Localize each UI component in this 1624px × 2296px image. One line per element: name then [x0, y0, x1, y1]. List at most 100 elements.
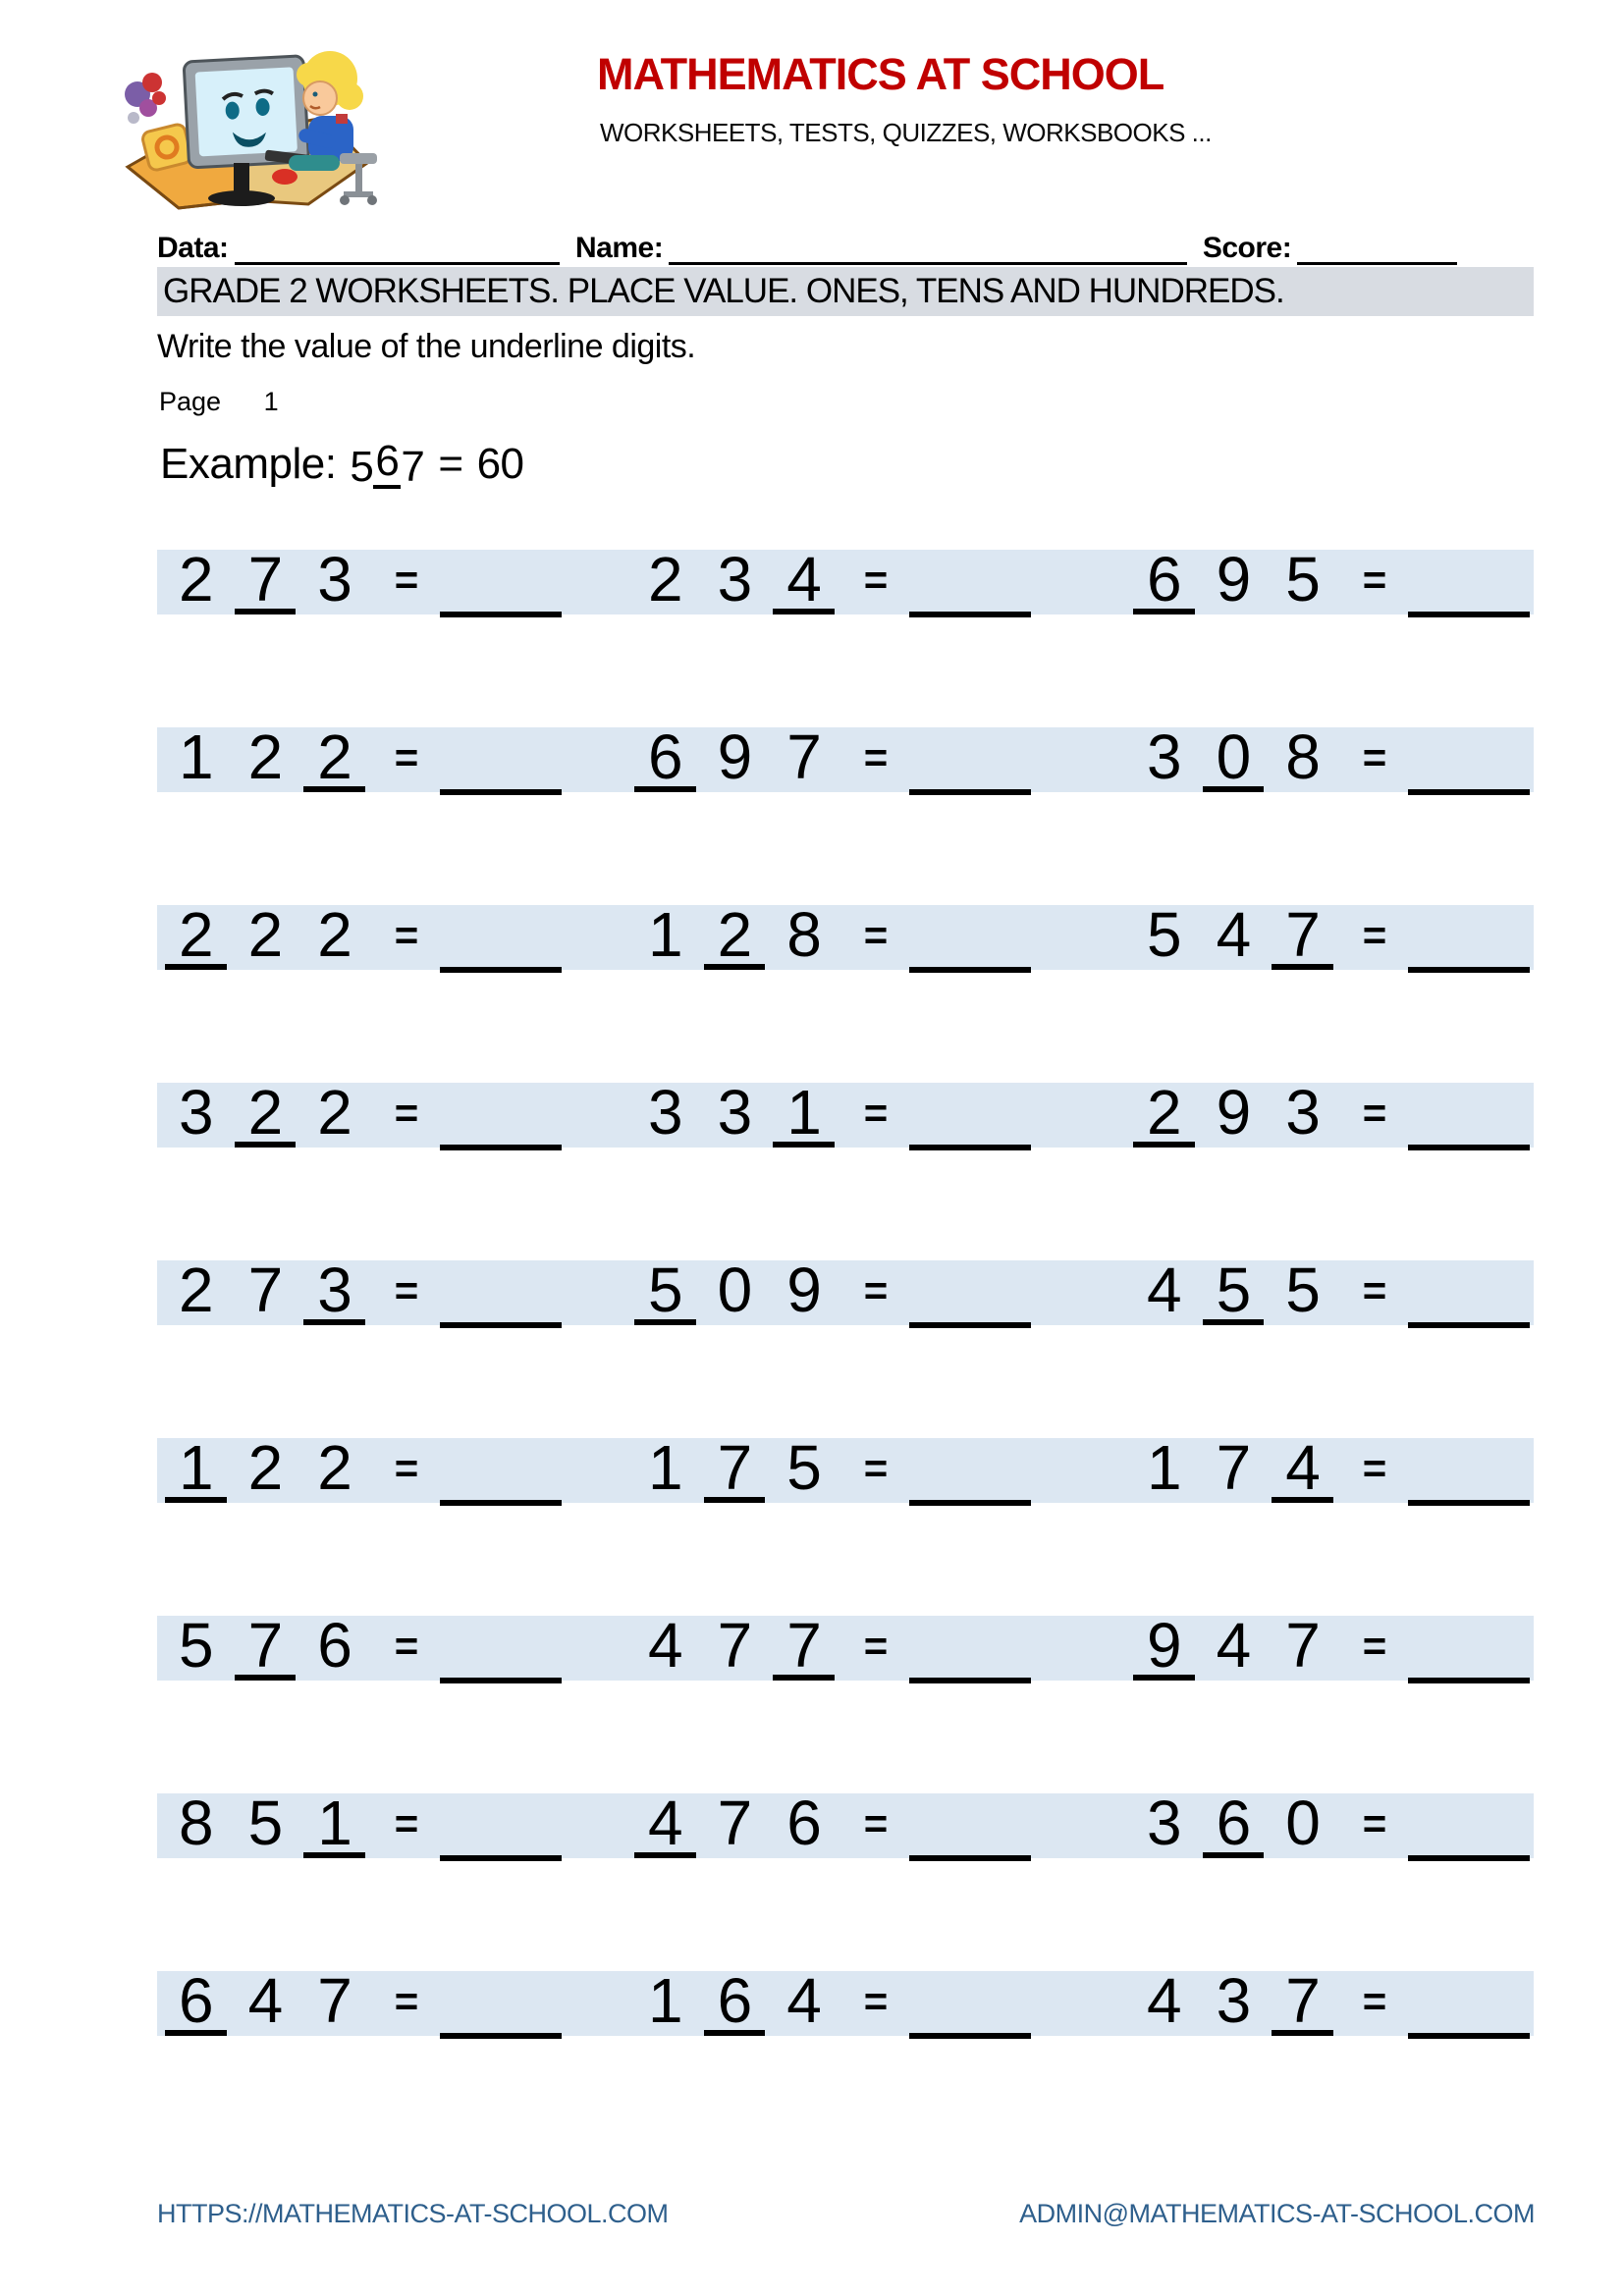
underlined-digit: 2: [165, 903, 227, 970]
underlined-digit: 5: [634, 1258, 696, 1325]
digit: 3: [179, 1077, 214, 1148]
answer-blank[interactable]: [440, 789, 563, 795]
example-digit: 5: [350, 443, 374, 491]
answer-blank[interactable]: [440, 1855, 563, 1861]
answer-blank[interactable]: [440, 2033, 563, 2039]
underlined-digit: 7: [1272, 903, 1333, 970]
answer-blank[interactable]: [1408, 1322, 1531, 1328]
problem: 4 7 7 =: [648, 1614, 1147, 1683]
underlined-digit: 7: [703, 1436, 766, 1503]
digit: 1: [648, 899, 683, 970]
answer-blank[interactable]: [440, 1678, 563, 1683]
answer-blank[interactable]: [909, 967, 1032, 973]
underlined-digit: 4: [634, 1791, 696, 1858]
digit: 7: [717, 1788, 753, 1858]
problem-row: 6 4 7 = 1 6 4 = 4 3 7 =: [157, 1965, 1534, 2039]
digit: 8: [179, 1788, 214, 1858]
equals-sign: =: [394, 734, 419, 780]
problem-row: 5 7 6 = 4 7 7 = 9 4 7 =: [157, 1614, 1534, 1683]
equals-sign: =: [1362, 1978, 1387, 2024]
equals-sign: =: [394, 1800, 419, 1846]
score-blank[interactable]: [1297, 232, 1457, 265]
digit: 3: [1285, 1077, 1321, 1148]
underlined-digit: 1: [303, 1791, 365, 1858]
logo-image: [125, 51, 377, 210]
underlined-digit: 6: [1202, 1791, 1265, 1858]
digit: 2: [317, 899, 352, 970]
problem: 5 7 6 =: [179, 1614, 648, 1683]
problem: 1 2 8 =: [648, 899, 1147, 973]
equals-sign: =: [863, 1445, 889, 1491]
digit: 2: [179, 1255, 214, 1325]
example-label: Example:: [160, 440, 337, 488]
footer-email: ADMIN@MATHEMATICS-AT-SCHOOL.COM: [1019, 2199, 1535, 2228]
email-tag-icon: [141, 123, 192, 172]
digit: 4: [247, 1965, 284, 2036]
digit: 4: [1147, 1255, 1182, 1325]
problem: 4 5 5 =: [1147, 1255, 1534, 1328]
equals-sign: =: [1362, 734, 1387, 780]
answer-blank[interactable]: [909, 1678, 1032, 1683]
child-figure: [272, 51, 363, 185]
problem: 4 3 7 =: [1147, 1965, 1534, 2039]
problem-row: 8 5 1 = 4 7 6 = 3 6 0 =: [157, 1788, 1534, 1861]
answer-blank[interactable]: [440, 1500, 563, 1506]
answer-blank[interactable]: [1408, 1678, 1531, 1683]
equals-sign: =: [1362, 1800, 1387, 1846]
answer-blank[interactable]: [1408, 1145, 1531, 1150]
footer: HTTPS://MATHEMATICS-AT-SCHOOL.COM ADMIN@…: [157, 2199, 1535, 2229]
answer-blank[interactable]: [909, 1500, 1032, 1506]
answer-blank[interactable]: [909, 1855, 1032, 1861]
answer-blank[interactable]: [440, 1322, 563, 1328]
answer-blank[interactable]: [1408, 612, 1531, 617]
example-equals-sign: =: [438, 440, 463, 488]
answer-blank[interactable]: [909, 612, 1032, 617]
equals-sign: =: [863, 912, 889, 958]
footer-website: HTTPS://MATHEMATICS-AT-SCHOOL.COM: [157, 2199, 669, 2228]
answer-blank[interactable]: [1408, 1500, 1531, 1506]
equals-sign: =: [394, 1090, 419, 1136]
problem: 6 9 5 =: [1133, 544, 1534, 617]
example-answer: 60: [476, 440, 524, 488]
answer-blank[interactable]: [440, 612, 563, 617]
answer-blank[interactable]: [909, 2033, 1032, 2039]
underlined-digit: 4: [1272, 1436, 1333, 1503]
answer-blank[interactable]: [909, 1322, 1032, 1328]
equals-sign: =: [863, 1978, 889, 2024]
underlined-digit: 2: [303, 725, 365, 792]
name-blank[interactable]: [669, 232, 1187, 265]
digit: 2: [247, 1432, 284, 1503]
answer-blank[interactable]: [440, 1145, 563, 1150]
digit: 4: [786, 1965, 822, 2036]
underlined-digit: 1: [773, 1081, 835, 1148]
answer-blank[interactable]: [909, 1145, 1032, 1150]
section-heading: GRADE 2 WORKSHEETS. PLACE VALUE. ONES, T…: [157, 267, 1534, 316]
digit: 4: [1147, 1965, 1182, 2036]
answer-blank[interactable]: [440, 967, 563, 973]
equals-sign: =: [1362, 912, 1387, 958]
digit: 9: [1216, 544, 1252, 614]
answer-blank[interactable]: [1408, 2033, 1531, 2039]
digit: 9: [1216, 1077, 1252, 1148]
digit: 5: [1147, 899, 1182, 970]
underlined-digit: 6: [634, 725, 696, 792]
answer-blank[interactable]: [909, 789, 1032, 795]
problem: 5 0 9 =: [634, 1258, 1147, 1328]
digit: 2: [179, 544, 214, 614]
problem: 3 2 2 =: [179, 1077, 648, 1150]
answer-blank[interactable]: [1408, 789, 1531, 795]
underlined-digit: 6: [703, 1969, 766, 2036]
answer-blank[interactable]: [1408, 967, 1531, 973]
problem: 1 6 4 =: [648, 1965, 1147, 2039]
equals-sign: =: [394, 1978, 419, 2024]
digit: 6: [786, 1788, 822, 1858]
answer-blank[interactable]: [1408, 1855, 1531, 1861]
problem: 1 7 5 =: [648, 1436, 1147, 1506]
name-label: Name:: [575, 232, 664, 264]
problem: 3 3 1 =: [648, 1081, 1147, 1150]
problem-row: 2 7 3 = 5 0 9 = 4 5 5 =: [157, 1255, 1534, 1328]
equals-sign: =: [1362, 557, 1387, 603]
problems-grid: 2 7 3 = 2 3 4 = 6 9 5 = 1 2 2 = 6 9 7: [157, 544, 1534, 2149]
data-blank[interactable]: [234, 232, 560, 265]
digit: 4: [1216, 899, 1252, 970]
